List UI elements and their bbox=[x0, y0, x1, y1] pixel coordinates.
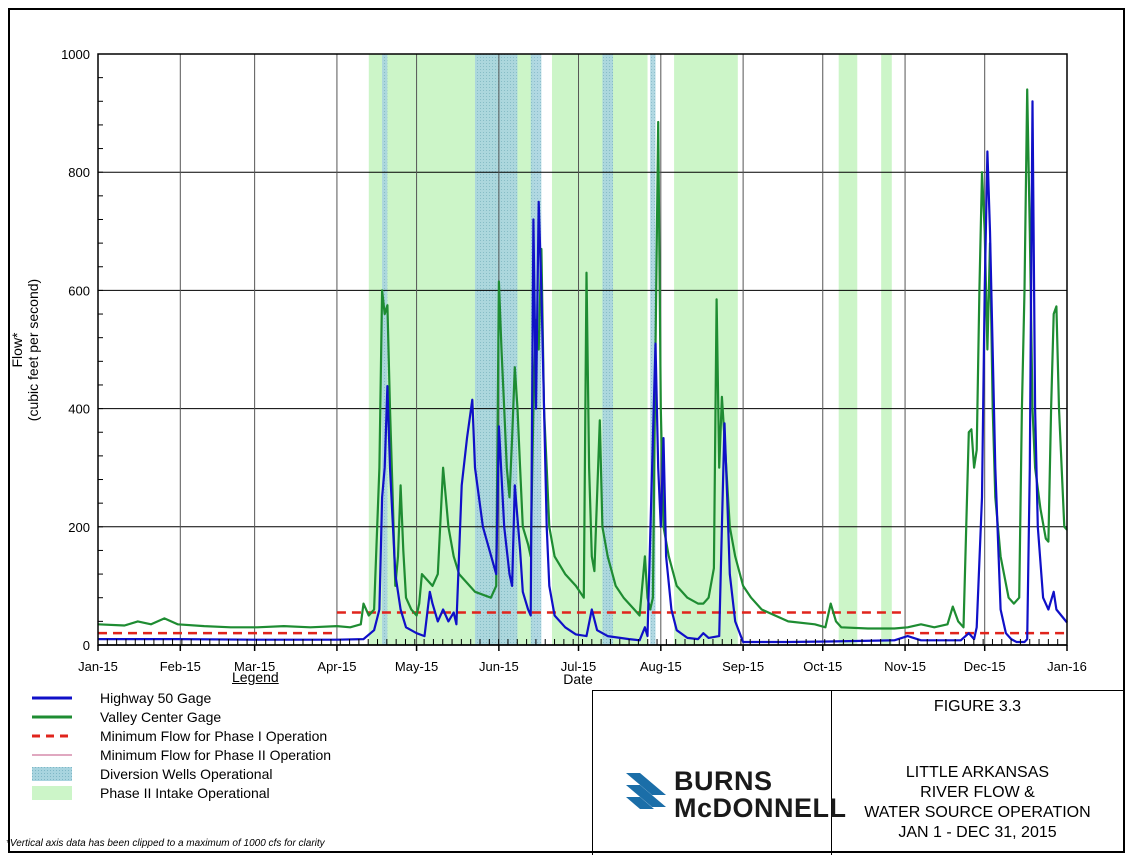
figure-title-line3: WATER SOURCE OPERATION bbox=[864, 804, 1091, 821]
legend-label: Minimum Flow for Phase I Operation bbox=[100, 728, 328, 744]
phase2-intake-band bbox=[838, 54, 858, 645]
x-tick-label: Oct-15 bbox=[803, 659, 842, 674]
x-tick-label: Jun-15 bbox=[479, 659, 519, 674]
flow-chart: 0 200 400 600 800 1000 Jan-15 Feb-15 Mar-15 Apr-1… bbox=[9, 47, 1087, 687]
legend-label: Diversion Wells Operational bbox=[100, 766, 273, 782]
legend-swatch-green-line bbox=[32, 710, 92, 724]
y-tick-label: 1000 bbox=[61, 47, 90, 62]
highway-50-gage-line bbox=[98, 100, 1068, 644]
figure-frame bbox=[8, 8, 1125, 853]
legend-label: Phase II Intake Operational bbox=[100, 785, 270, 801]
legend-item-min-flow-phase2: Minimum Flow for Phase II Operation bbox=[32, 747, 331, 763]
diversion-wells-band bbox=[602, 54, 614, 645]
figure-title-line4: JAN 1 - DEC 31, 2015 bbox=[898, 824, 1057, 841]
legend-swatch-wells bbox=[32, 767, 92, 781]
y-tick-label: 400 bbox=[68, 402, 90, 417]
legend-swatch-red-dashed bbox=[32, 729, 92, 743]
x-tick-label: Nov-15 bbox=[884, 659, 926, 674]
y-tick-label: 600 bbox=[68, 283, 90, 298]
phase2-intake-band bbox=[881, 54, 892, 645]
legend-item-highway50: Highway 50 Gage bbox=[32, 690, 211, 706]
logo-text-burns: BURNS bbox=[674, 766, 773, 796]
phase2-intake-band bbox=[551, 54, 648, 645]
x-tick-label: Feb-15 bbox=[160, 659, 201, 674]
y-tick-label: 200 bbox=[68, 520, 90, 535]
y-axis-label-units: (cubic feet per second) bbox=[25, 279, 41, 421]
x-tick-label: Sep-15 bbox=[722, 659, 764, 674]
valley-center-gage-line bbox=[97, 88, 1068, 630]
x-tick-label: Mar-15 bbox=[234, 659, 275, 674]
x-tick-label: May-15 bbox=[395, 659, 438, 674]
x-tick-label: Jul-15 bbox=[561, 659, 596, 674]
y-axis-label: Flow* bbox=[9, 332, 25, 368]
figure-title-line1: LITTLE ARKANSAS bbox=[905, 764, 1050, 781]
y-tick-label: 800 bbox=[68, 165, 90, 180]
x-tick-label: Dec-15 bbox=[964, 659, 1006, 674]
figure-number: FIGURE 3.3 bbox=[933, 698, 1022, 715]
x-tick-label: Jan-15 bbox=[78, 659, 118, 674]
x-tick-label: Apr-15 bbox=[317, 659, 356, 674]
x-axis-label: Date bbox=[563, 671, 593, 687]
y-tick-label: 0 bbox=[83, 638, 90, 653]
diversion-wells-band bbox=[382, 54, 388, 645]
x-tick-label: Aug-15 bbox=[640, 659, 682, 674]
footnote: *Vertical axis data has been clipped to … bbox=[6, 838, 325, 849]
legend-swatch-pink-line bbox=[32, 748, 92, 762]
legend-label: Minimum Flow for Phase II Operation bbox=[100, 747, 332, 763]
legend-swatch-blue-line bbox=[32, 691, 92, 705]
diversion-wells-band bbox=[650, 54, 656, 645]
legend-swatch-phase2 bbox=[32, 786, 92, 800]
phase2-intake-band bbox=[674, 54, 738, 645]
burns-mcdonnell-logo-mark bbox=[626, 773, 666, 809]
legend-item-min-flow-phase1: Minimum Flow for Phase I Operation bbox=[32, 728, 327, 744]
legend-title: Legend bbox=[232, 669, 279, 685]
legend-item-valley-center: Valley Center Gage bbox=[32, 709, 221, 725]
legend-label: Highway 50 Gage bbox=[100, 690, 212, 706]
logo-text-mcdonnell: McDONNELL bbox=[674, 793, 847, 823]
figure-title-line2: RIVER FLOW & bbox=[920, 784, 1035, 801]
legend-item-phase2-intake: Phase II Intake Operational bbox=[32, 785, 270, 801]
legend-label: Valley Center Gage bbox=[100, 709, 222, 725]
legend-item-diversion-wells: Diversion Wells Operational bbox=[32, 766, 272, 782]
x-tick-label: Jan-16 bbox=[1047, 659, 1087, 674]
title-box bbox=[831, 690, 1125, 855]
